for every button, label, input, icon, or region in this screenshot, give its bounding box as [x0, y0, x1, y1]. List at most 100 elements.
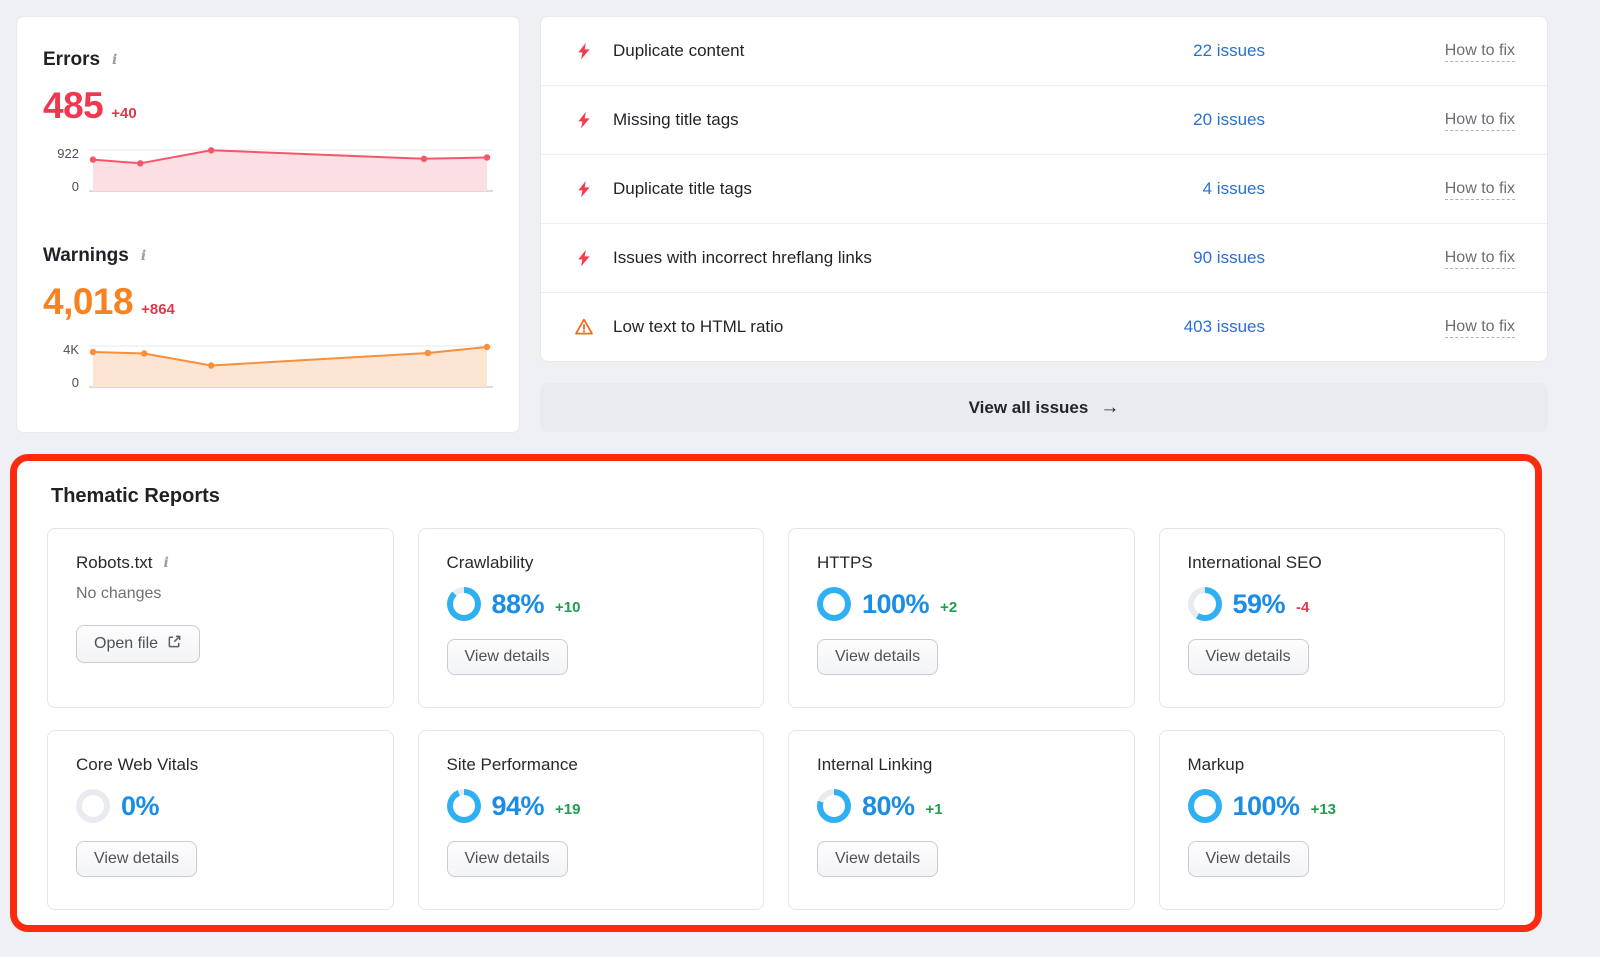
- report-card-core-web-vitals: Core Web Vitals 0% View details: [47, 730, 394, 910]
- issue-row: Issues with incorrect hreflang links 90 …: [541, 224, 1547, 293]
- score-donut-chart: [76, 789, 110, 823]
- thematic-reports-section: Thematic Reports Robots.txt i No changes…: [10, 454, 1542, 932]
- errors-title: Errors: [43, 49, 101, 70]
- warnings-value: 4,018: [43, 281, 134, 322]
- summary-card: Errors i 485 +40 922 0 Warnings i 4,018 …: [16, 16, 520, 433]
- issue-row: Duplicate content 22 issues How to fix: [541, 17, 1547, 86]
- info-icon[interactable]: i: [163, 555, 169, 571]
- score-delta: +19: [555, 801, 581, 818]
- error-bolt-icon: [573, 111, 595, 129]
- score-delta: +10: [555, 599, 581, 616]
- report-title: Markup: [1187, 755, 1245, 774]
- score-percent: 100%: [862, 588, 930, 619]
- report-title: Crawlability: [446, 553, 534, 572]
- score-donut-chart: [1187, 587, 1222, 621]
- view-details-label: View details: [464, 850, 550, 867]
- open-file-button[interactable]: Open file: [76, 625, 201, 663]
- thematic-reports-grid: Robots.txt i No changes Open file Crawla…: [47, 528, 1505, 910]
- open-file-label: Open file: [94, 635, 159, 652]
- errors-delta: +40: [111, 105, 137, 122]
- view-details-label: View details: [464, 648, 550, 665]
- warnings-sparkline-chart: [89, 343, 493, 389]
- warnings-axis-min: 0: [71, 375, 79, 390]
- report-title: Site Performance: [446, 755, 578, 774]
- warnings-title: Warnings: [43, 245, 129, 266]
- issue-label: Missing title tags: [613, 110, 739, 129]
- report-title: Core Web Vitals: [76, 755, 199, 774]
- score-percent: 59%: [1232, 588, 1286, 619]
- report-card-crawlability: Crawlability 88% +10 View details: [417, 528, 764, 708]
- view-details-button[interactable]: View details: [1187, 639, 1309, 675]
- score-donut-chart: [817, 789, 851, 823]
- score-donut-chart: [817, 587, 851, 621]
- issue-row: Duplicate title tags 4 issues How to fix: [541, 155, 1547, 224]
- how-to-fix-link[interactable]: How to fix: [1444, 318, 1515, 338]
- error-bolt-icon: [573, 249, 595, 267]
- score-percent: 0%: [121, 790, 160, 821]
- score-delta: +2: [940, 599, 958, 616]
- how-to-fix-link[interactable]: How to fix: [1444, 42, 1515, 62]
- warning-triangle-icon: [573, 317, 595, 337]
- info-icon[interactable]: i: [140, 248, 147, 264]
- report-title: Robots.txt: [76, 553, 153, 572]
- issue-count-link[interactable]: 22 issues: [1193, 41, 1265, 60]
- warnings-axis: 4K 0: [43, 343, 79, 389]
- report-title: Internal Linking: [817, 755, 933, 774]
- view-details-button[interactable]: View details: [1187, 841, 1309, 877]
- issue-row: Low text to HTML ratio 403 issues How to…: [541, 293, 1547, 361]
- view-details-label: View details: [94, 850, 180, 867]
- view-details-label: View details: [835, 850, 921, 867]
- report-card-site-performance: Site Performance 94% +19 View details: [417, 730, 764, 910]
- report-title: International SEO: [1187, 553, 1322, 572]
- how-to-fix-link[interactable]: How to fix: [1444, 180, 1515, 200]
- score-delta: +1: [925, 801, 943, 818]
- issue-count-link[interactable]: 4 issues: [1202, 179, 1265, 198]
- how-to-fix-link[interactable]: How to fix: [1444, 111, 1515, 131]
- view-details-button[interactable]: View details: [76, 841, 198, 877]
- score-donut-chart: [446, 587, 481, 621]
- error-bolt-icon: [573, 180, 595, 198]
- errors-axis-min: 0: [71, 179, 79, 194]
- arrow-right-icon: →: [1100, 396, 1120, 418]
- view-details-button[interactable]: View details: [817, 639, 939, 675]
- score-delta: +13: [1310, 801, 1337, 818]
- robots-status-text: No changes: [76, 585, 162, 602]
- warnings-axis-max: 4K: [63, 342, 79, 357]
- top-issues-card: Duplicate content 22 issues How to fix M…: [540, 16, 1548, 362]
- report-title: HTTPS: [817, 553, 873, 572]
- view-details-label: View details: [835, 648, 921, 665]
- external-link-icon: [167, 634, 182, 654]
- report-card-internal-linking: Internal Linking 80% +1 View details: [788, 730, 1135, 910]
- thematic-reports-title: Thematic Reports: [51, 485, 220, 507]
- view-details-label: View details: [1205, 850, 1291, 867]
- errors-axis-max: 922: [57, 146, 79, 161]
- issue-count-link[interactable]: 403 issues: [1183, 317, 1265, 336]
- score-donut-chart: [1187, 789, 1222, 823]
- report-card-https: HTTPS 100% +2 View details: [788, 528, 1135, 708]
- issue-label: Issues with incorrect hreflang links: [613, 248, 872, 267]
- report-card-robots-txt: Robots.txt i No changes Open file: [47, 528, 394, 708]
- view-details-button[interactable]: View details: [446, 639, 568, 675]
- score-delta: -4: [1296, 599, 1310, 616]
- errors-sparkline-chart: [89, 147, 493, 193]
- how-to-fix-link[interactable]: How to fix: [1444, 249, 1515, 269]
- score-percent: 88%: [491, 588, 545, 619]
- report-card-markup: Markup 100% +13 View details: [1158, 730, 1505, 910]
- issue-count-link[interactable]: 20 issues: [1193, 110, 1265, 129]
- errors-value: 485: [43, 85, 104, 126]
- view-details-button[interactable]: View details: [817, 841, 939, 877]
- issue-label: Duplicate content: [613, 41, 745, 60]
- view-all-issues-button[interactable]: View all issues →: [540, 383, 1548, 432]
- issue-label: Duplicate title tags: [613, 179, 752, 198]
- issue-count-link[interactable]: 90 issues: [1193, 248, 1265, 267]
- warnings-delta: +864: [141, 301, 175, 318]
- score-percent: 100%: [1232, 790, 1301, 821]
- view-all-issues-label: View all issues: [968, 397, 1089, 417]
- view-details-button[interactable]: View details: [446, 841, 568, 877]
- report-card-international-seo: International SEO 59% -4 View details: [1158, 528, 1505, 708]
- issue-label: Low text to HTML ratio: [613, 317, 784, 336]
- info-icon[interactable]: i: [112, 52, 118, 68]
- score-percent: 80%: [862, 790, 915, 821]
- issue-row: Missing title tags 20 issues How to fix: [541, 86, 1547, 155]
- errors-axis: 922 0: [43, 147, 79, 193]
